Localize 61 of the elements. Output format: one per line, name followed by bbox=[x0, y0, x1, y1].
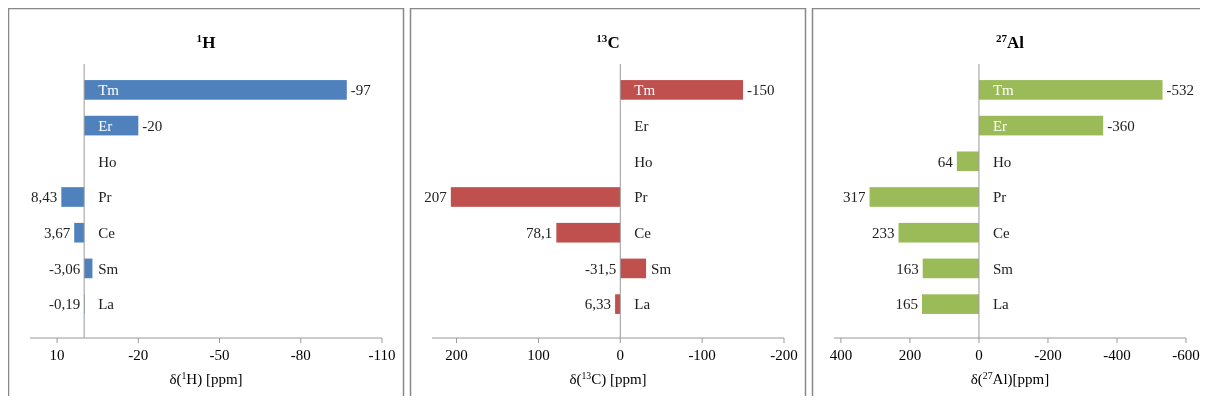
x-tick-label: -80 bbox=[290, 347, 311, 363]
x-tick-label: 200 bbox=[898, 347, 922, 363]
data-label: -532 bbox=[1166, 82, 1195, 99]
y-tick-label: Tm bbox=[634, 82, 656, 99]
y-tick-label: Tm bbox=[98, 82, 120, 99]
x-axis-title: δ($^{27}$Al)[ppm] bbox=[970, 369, 1050, 388]
data-label: -360 bbox=[1107, 117, 1135, 134]
data-label: 64 bbox=[937, 153, 954, 170]
x-tick-label: -50 bbox=[209, 347, 230, 363]
y-tick-label: Tm bbox=[992, 82, 1015, 99]
x-tick-label: -200 bbox=[1034, 347, 1062, 363]
data-label: -31,5 bbox=[585, 260, 617, 277]
y-tick-label: Sm bbox=[651, 260, 672, 277]
y-tick-label: Er bbox=[98, 117, 113, 134]
chart-title: $^{27}$Al bbox=[995, 32, 1025, 52]
y-tick-label: Sm bbox=[992, 260, 1014, 277]
chart-title: $^{1}$H bbox=[196, 32, 216, 52]
data-label: 3,67 bbox=[43, 224, 71, 241]
y-tick-label: La bbox=[98, 296, 115, 313]
x-tick-label: -600 bbox=[1172, 347, 1200, 363]
x-tick-label: 100 bbox=[527, 347, 550, 363]
x-tick-label: -200 bbox=[770, 347, 798, 363]
x-axis-title: δ($^{1}$H) [ppm] bbox=[169, 369, 243, 388]
x-tick-label: -100 bbox=[688, 347, 716, 363]
data-label: 8,43 bbox=[31, 189, 58, 206]
y-tick-label: Er bbox=[992, 117, 1008, 134]
data-label: 163 bbox=[896, 260, 919, 277]
data-label: -97 bbox=[350, 82, 372, 99]
data-label: -150 bbox=[747, 82, 775, 99]
y-tick-label: La bbox=[634, 296, 651, 313]
y-tick-label: Pr bbox=[98, 189, 112, 206]
x-tick-label: 200 bbox=[445, 347, 468, 363]
x-tick-label: 0 bbox=[616, 347, 625, 363]
x-tick-label: -400 bbox=[1103, 347, 1131, 363]
x-tick-label: 10 bbox=[49, 347, 65, 363]
y-tick-label: Er bbox=[634, 117, 649, 134]
data-label: 6,33 bbox=[584, 296, 612, 313]
y-tick-label: La bbox=[992, 296, 1010, 313]
data-label: 317 bbox=[843, 189, 867, 206]
y-tick-label: Ce bbox=[634, 224, 652, 241]
data-label: 233 bbox=[872, 224, 895, 241]
chart-title: $^{13}$C bbox=[596, 32, 620, 52]
data-label: -0,19 bbox=[48, 296, 81, 313]
x-tick-label: -110 bbox=[368, 347, 396, 363]
y-tick-label: Ce bbox=[98, 224, 116, 241]
data-label: 207 bbox=[424, 189, 448, 206]
y-tick-label: Ho bbox=[992, 153, 1012, 170]
y-tick-label: Ho bbox=[98, 153, 117, 170]
y-tick-label: Pr bbox=[992, 189, 1007, 206]
x-tick-label: 0 bbox=[975, 347, 983, 363]
data-label: 165 bbox=[895, 296, 918, 313]
x-axis-title: δ($^{13}$C) [ppm] bbox=[569, 369, 647, 388]
y-tick-label: Ho bbox=[634, 153, 653, 170]
y-tick-label: Pr bbox=[634, 189, 648, 206]
x-tick-label: -20 bbox=[128, 347, 149, 363]
data-label: -3,06 bbox=[48, 260, 81, 277]
data-label: -20 bbox=[142, 117, 163, 134]
y-tick-label: Sm bbox=[98, 260, 119, 277]
x-tick-label: 400 bbox=[829, 347, 853, 363]
y-tick-label: Ce bbox=[992, 224, 1010, 241]
data-label: 78,1 bbox=[526, 224, 553, 241]
